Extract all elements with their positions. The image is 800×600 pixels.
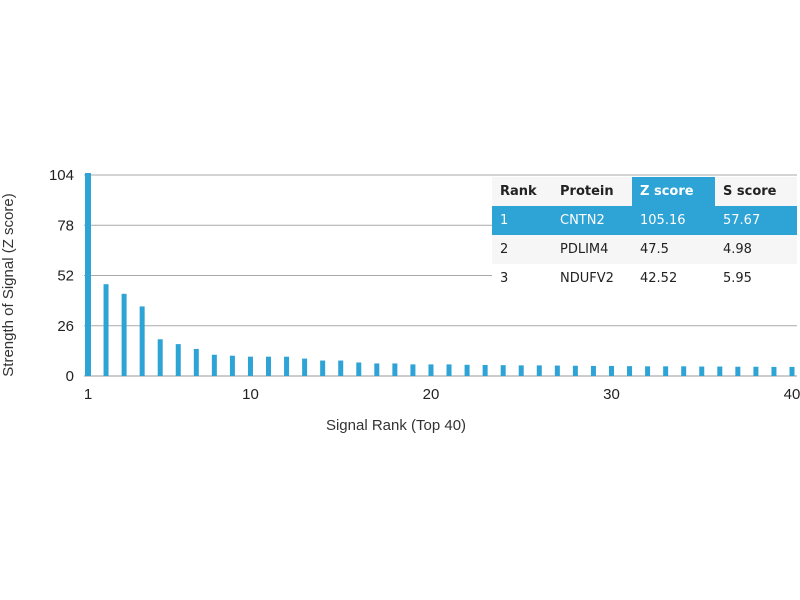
header-protein: Protein xyxy=(552,177,632,206)
bar-rank-29 xyxy=(590,365,596,376)
cell-rank: 3 xyxy=(492,264,552,293)
bar-rank-39 xyxy=(771,366,777,376)
cell-s-score: 4.98 xyxy=(715,235,797,264)
bar-rank-12 xyxy=(284,356,290,376)
bar-rank-1 xyxy=(85,173,91,376)
bar-rank-25 xyxy=(518,365,524,376)
table-row: 1 CNTN2 105.16 57.67 xyxy=(492,206,797,235)
bar-rank-7 xyxy=(193,348,199,376)
x-tick-label: 20 xyxy=(423,386,440,403)
cell-protein: NDUFV2 xyxy=(552,264,632,293)
bar-rank-23 xyxy=(482,364,488,376)
bar-rank-26 xyxy=(536,365,542,376)
bar-rank-37 xyxy=(735,366,741,376)
table-row: 3 NDUFV2 42.52 5.95 xyxy=(492,264,797,293)
cell-rank: 1 xyxy=(492,206,552,235)
y-tick-label: 0 xyxy=(66,368,74,385)
bar-rank-16 xyxy=(356,362,362,376)
cell-protein: PDLIM4 xyxy=(552,235,632,264)
cell-rank: 2 xyxy=(492,235,552,264)
y-tick-label: 104 xyxy=(49,167,74,184)
bar-rank-15 xyxy=(338,360,344,376)
bar-rank-22 xyxy=(464,364,470,376)
table-header-row: Rank Protein Z score S score xyxy=(492,177,797,206)
x-tick-label: 10 xyxy=(242,386,259,403)
header-rank: Rank xyxy=(492,177,552,206)
y-tick-label: 78 xyxy=(57,217,74,234)
bar-rank-36 xyxy=(717,366,723,376)
bar-rank-27 xyxy=(554,365,560,376)
bar-rank-5 xyxy=(157,339,163,376)
cell-protein: CNTN2 xyxy=(552,206,632,235)
bar-rank-19 xyxy=(410,364,416,376)
bar-rank-34 xyxy=(681,366,687,376)
top-proteins-table: Rank Protein Z score S score 1 CNTN2 105… xyxy=(492,177,797,293)
cell-s-score: 57.67 xyxy=(715,206,797,235)
bar-rank-11 xyxy=(266,356,272,376)
bar-rank-31 xyxy=(627,366,633,376)
bar-rank-20 xyxy=(428,364,434,376)
x-tick-label: 40 xyxy=(784,386,800,403)
bar-rank-38 xyxy=(753,366,759,376)
bar-rank-8 xyxy=(211,354,217,376)
header-s-score: S score xyxy=(715,177,797,206)
bar-rank-4 xyxy=(139,306,145,376)
bar-rank-17 xyxy=(374,363,380,376)
bar-rank-21 xyxy=(446,364,452,376)
bar-rank-35 xyxy=(699,366,705,376)
bar-rank-3 xyxy=(121,293,127,376)
table-row: 2 PDLIM4 47.5 4.98 xyxy=(492,235,797,264)
bar-rank-13 xyxy=(302,358,308,376)
cell-z-score: 42.52 xyxy=(632,264,715,293)
bar-rank-40 xyxy=(789,366,795,376)
y-axis-label: Strength of Signal (Z score) xyxy=(0,193,17,376)
cell-z-score: 105.16 xyxy=(632,206,715,235)
cell-s-score: 5.95 xyxy=(715,264,797,293)
bar-rank-32 xyxy=(645,366,651,376)
bar-rank-6 xyxy=(175,344,181,376)
bar-rank-9 xyxy=(229,355,235,376)
bar-rank-18 xyxy=(392,363,398,376)
bar-rank-24 xyxy=(500,365,506,376)
bar-rank-2 xyxy=(103,284,109,376)
x-tick-label: 30 xyxy=(603,386,620,403)
x-tick-label: 1 xyxy=(84,386,92,403)
y-tick-label: 26 xyxy=(57,318,74,335)
bar-rank-33 xyxy=(663,366,669,376)
x-axis-label: Signal Rank (Top 40) xyxy=(326,417,466,434)
bar-rank-14 xyxy=(320,360,326,376)
y-tick-label: 52 xyxy=(57,268,74,285)
cell-z-score: 47.5 xyxy=(632,235,715,264)
bar-rank-28 xyxy=(572,365,578,376)
header-z-score: Z score xyxy=(632,177,715,206)
bar-rank-30 xyxy=(608,365,614,376)
bar-rank-10 xyxy=(247,356,253,376)
